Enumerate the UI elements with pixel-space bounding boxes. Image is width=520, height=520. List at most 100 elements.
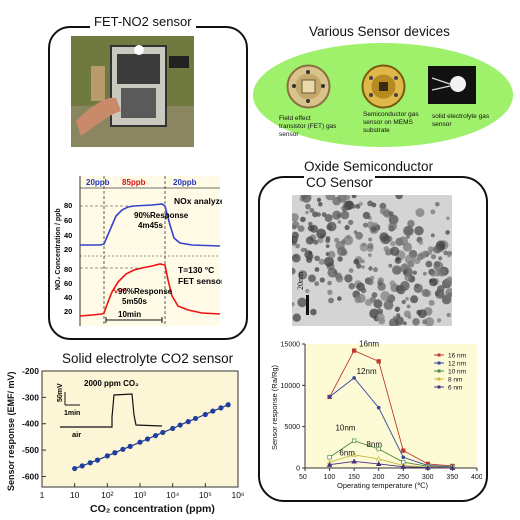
co2-point — [79, 463, 85, 469]
tem-particle — [351, 204, 356, 209]
tem-particle — [446, 312, 451, 318]
tem-particle — [361, 265, 365, 269]
tem-particle — [437, 318, 442, 323]
co-legend-marker — [437, 385, 441, 389]
co-point — [401, 448, 406, 453]
tem-particle — [400, 263, 409, 273]
tem-particle — [438, 291, 445, 299]
tem-particle — [403, 321, 407, 326]
device-solid-label: solid electrolyte gas sensor — [432, 113, 490, 128]
tem-particle — [327, 267, 338, 278]
co-point — [352, 376, 356, 380]
fet-phase-label-3: 20ppb — [173, 178, 197, 187]
tem-particle — [388, 221, 397, 231]
tem-particle — [377, 277, 384, 284]
tem-particle — [309, 208, 315, 213]
co2-point — [218, 405, 224, 411]
fet-phase-label-1: 20ppb — [86, 178, 110, 187]
co2-inset-scale-v: 50mV — [57, 383, 64, 402]
tem-particle — [438, 256, 443, 261]
co-point — [449, 464, 456, 470]
co-x-tick-label: 250 — [397, 474, 409, 481]
co2-point — [185, 419, 191, 425]
tem-particle — [325, 236, 331, 241]
fet-sensor-noise — [111, 287, 127, 295]
co-point — [351, 438, 357, 443]
fet-chart-bg — [80, 176, 220, 326]
tem-particle — [373, 299, 383, 309]
co2-inset-trace — [60, 393, 163, 428]
co2-point — [192, 415, 199, 422]
co2-point — [72, 465, 78, 472]
tem-particle — [394, 257, 402, 264]
fet-bottom-tick-80: 80 — [64, 265, 72, 274]
co2-inset-scale-t: 1min — [64, 410, 80, 417]
tem-particle — [295, 243, 300, 249]
tem-particle — [362, 222, 368, 228]
tem-particle — [395, 195, 403, 200]
co-y-tick-label: 10000 — [281, 383, 301, 390]
tem-particle — [327, 289, 333, 295]
tem-particle — [310, 224, 318, 233]
tem-particle — [337, 220, 342, 224]
tem-particle — [328, 297, 334, 304]
co2-y-tick-label: -400 — [22, 419, 39, 429]
tem-particle — [300, 216, 306, 223]
tem-particle — [325, 244, 330, 248]
co2-point — [104, 453, 110, 459]
tem-particle — [359, 242, 369, 252]
tem-particle — [403, 225, 413, 236]
co-series-line — [329, 440, 453, 468]
tem-particle — [422, 319, 428, 325]
tem-particle — [445, 230, 450, 235]
co2-plot-bg — [41, 370, 239, 488]
tem-particle — [308, 221, 313, 227]
co-y-tick-label: 5000 — [284, 424, 300, 431]
tem-particle — [396, 313, 401, 318]
co2-x-label: CO₂ concentration (ppm) — [90, 503, 215, 515]
tem-particle — [390, 246, 400, 256]
co2-point — [210, 408, 216, 414]
device-fet-label: Field effect transistor (FET) gas sensor — [279, 115, 337, 138]
co2-y-label: Sensor response (EMF/ mV) — [6, 371, 16, 491]
oxide-tem-image — [292, 195, 452, 326]
fet-y-label: NO₂ Concentration / ppb — [55, 208, 62, 290]
co-y-tick-label: 15000 — [281, 342, 301, 349]
co-point — [376, 359, 381, 364]
tem-particle — [371, 292, 378, 298]
co-legend-label: 10 nm — [448, 369, 466, 376]
tem-particle — [308, 251, 313, 255]
co-point — [375, 460, 382, 467]
tem-particle — [406, 304, 411, 309]
co-x-tick-label: 300 — [422, 474, 434, 481]
tem-particle — [326, 224, 333, 231]
tem-particle — [415, 208, 425, 218]
tem-particle — [292, 253, 301, 263]
tem-particle — [345, 195, 351, 200]
tem-particle — [402, 263, 407, 268]
co-point — [425, 464, 431, 470]
co2-point — [137, 439, 143, 445]
tem-particle — [337, 256, 343, 262]
co2-point — [87, 460, 93, 466]
tem-particle — [343, 235, 354, 246]
tem-particle — [332, 210, 342, 220]
tem-particle — [443, 250, 449, 256]
fet-bottom-tick-20: 20 — [64, 307, 72, 316]
co-legend-label: 12 nm — [448, 361, 466, 368]
tem-particle — [337, 246, 347, 256]
co-legend-label: 8 nm — [448, 377, 462, 384]
tem-particle — [335, 275, 344, 283]
co-y-tick-label: 0 — [296, 466, 300, 473]
co2-inset-air: air — [72, 430, 81, 439]
tem-particle — [353, 258, 360, 265]
tem-particle — [401, 299, 406, 305]
co-x-tick-label: 100 — [324, 474, 336, 481]
tem-particle — [337, 296, 342, 301]
co-x-tick-label: 150 — [348, 474, 360, 481]
tem-particle — [327, 250, 336, 259]
co2-point — [225, 402, 231, 408]
fet-bottom-tick-40: 40 — [64, 293, 72, 302]
tem-particle — [430, 233, 435, 238]
fet-analyzer-response-1: 90%Response — [134, 211, 189, 220]
